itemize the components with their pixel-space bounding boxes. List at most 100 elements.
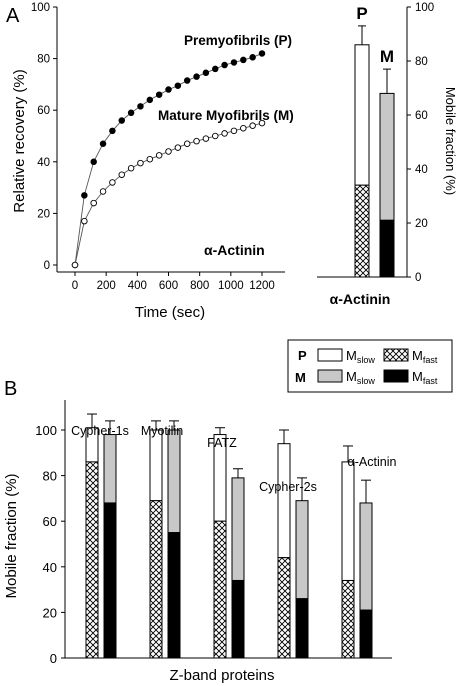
myotilin-protein-label: Myotilin	[141, 424, 183, 438]
series-p-point	[193, 73, 200, 80]
zband-legend: P M Mslow Mfast Mslow Mfast	[287, 339, 453, 393]
series-m-point	[165, 148, 172, 155]
actinin-bars-y-tick-label: 40	[415, 164, 428, 176]
-actinin-p-fast-bar	[341, 579, 355, 659]
series-p-point	[137, 103, 144, 110]
recovery-y-tick-label: 60	[37, 105, 50, 117]
myotilin-m-fast-bar	[167, 532, 181, 659]
series-p-point	[90, 158, 97, 166]
series-p-point	[174, 82, 182, 89]
series-m-point	[258, 119, 266, 127]
bar-p-label: P	[356, 4, 367, 23]
series-m-point	[221, 130, 228, 137]
cypher-1s-m-slow-bar	[103, 434, 117, 504]
myotilin-m-slow-bar	[167, 429, 181, 534]
series-m-point	[127, 164, 135, 172]
recovery-y-tick-label: 80	[37, 54, 50, 66]
fatz-p-fast-bar	[213, 520, 227, 659]
fatz-protein-label: FATZ	[207, 436, 237, 450]
series-p-point	[202, 69, 210, 77]
zband-y-axis-label: Mobile fraction (%)	[3, 473, 20, 598]
series-m-point	[146, 155, 154, 163]
series-m-point	[211, 132, 219, 140]
series-p-point	[258, 50, 266, 57]
zband-y-tick-label: 60	[43, 514, 57, 529]
-actinin-p-slow-bar	[341, 461, 355, 581]
series-m-point	[109, 179, 116, 186]
series-p-point	[221, 61, 228, 69]
fatz-m-slow-bar	[231, 477, 245, 581]
series-m-point	[71, 261, 79, 269]
actinin-bars-y-tick-label: 60	[415, 110, 428, 122]
recovery-x-tick-label: 200	[97, 280, 116, 292]
series-p-point	[183, 77, 191, 84]
series-p-point	[165, 86, 172, 93]
cypher-1s-p-fast-bar	[85, 461, 99, 659]
legend-frame	[287, 339, 453, 393]
series-m-point	[99, 188, 107, 195]
-actinin-protein-label: α-Actinin	[348, 455, 397, 469]
cypher-2s-m-slow-bar	[295, 500, 309, 600]
actinin-bars-y-axis-label: Mobile fraction (%)	[443, 87, 458, 195]
legend-p-slow-label: Mslow	[346, 348, 375, 365]
recovery-x-axis-label: Time (sec)	[135, 304, 205, 321]
recovery-y-tick-label: 40	[37, 157, 50, 169]
panel-b-label: B	[4, 378, 17, 400]
bar-p-fast	[354, 184, 370, 278]
cypher-2s-p-fast-bar	[277, 557, 291, 659]
recovery-y-axis-label: Relative recovery (%)	[11, 69, 28, 212]
series-p-point	[99, 140, 107, 147]
actinin-mobile-fraction-chart: Mobile fraction (%) α-Actinin 0 20 40 60 80 1…	[317, 2, 458, 307]
series-p-point	[249, 54, 256, 61]
series-m-point	[240, 125, 247, 132]
zband-y-tick-label: 80	[43, 469, 57, 484]
actinin-bars-x-axis-label: α-Actinin	[330, 291, 391, 307]
series-m-point	[155, 152, 163, 159]
bar-m-label: M	[380, 47, 394, 66]
recovery-line-chart: Relative recovery (%) Time (sec) α-Actin…	[11, 2, 294, 321]
series-m-point	[90, 199, 97, 207]
series-m-label: Mature Myofibrils (M)	[158, 108, 294, 123]
cypher-2s-m-fast-bar	[295, 598, 309, 659]
series-p-point	[109, 127, 116, 135]
recovery-annotation: α-Actinin	[204, 242, 265, 258]
actinin-bars-y-tick-label: 80	[415, 56, 428, 68]
recovery-x-tick-label: 600	[159, 280, 178, 292]
myotilin-p-slow-bar	[149, 429, 163, 502]
series-p-point	[127, 109, 135, 117]
recovery-y-tick-label: 100	[31, 2, 50, 14]
legend-p-fast-swatch	[383, 348, 409, 362]
-actinin-m-slow-bar	[359, 502, 373, 611]
recovery-y-tick-label: 20	[37, 208, 50, 220]
series-m-point	[174, 144, 182, 151]
legend-row-p-group: P	[298, 348, 307, 363]
series-p-point	[240, 56, 247, 64]
legend-p-fast-label: Mfast	[412, 348, 438, 365]
legend-m-fast-swatch	[383, 369, 409, 383]
series-p-point	[155, 91, 163, 98]
legend-row-m-group: M	[295, 370, 306, 385]
series-m-point	[137, 159, 144, 167]
legend-p-slow-swatch	[317, 348, 343, 362]
recovery-x-tick-label: 800	[190, 280, 209, 292]
series-m-point	[202, 135, 210, 142]
series-p-label: Premyofibrils (P)	[184, 33, 292, 48]
zband-y-tick-label: 100	[35, 423, 57, 438]
bar-m-slow	[379, 92, 395, 221]
legend-m-slow-label: Mslow	[346, 369, 375, 386]
cypher-1s-m-fast-bar	[103, 502, 117, 659]
recovery-y-tick-label: 0	[44, 260, 50, 272]
zband-mobile-fraction-chart: Mobile fraction (%) Z-band proteins 0 20 4…	[3, 400, 396, 684]
series-m-point	[183, 140, 191, 147]
legend-m-slow-swatch	[317, 369, 343, 383]
series-m-point	[81, 217, 88, 225]
bar-m-fast	[379, 219, 395, 278]
cypher-2s-p-slow-bar	[277, 443, 291, 559]
series-p-point	[81, 192, 88, 199]
fatz-m-fast-bar	[231, 579, 245, 659]
series-p-point	[211, 65, 219, 73]
actinin-bars-y-tick-label: 100	[415, 2, 434, 14]
series-p-line	[74, 52, 263, 266]
series-m-point	[230, 127, 238, 135]
